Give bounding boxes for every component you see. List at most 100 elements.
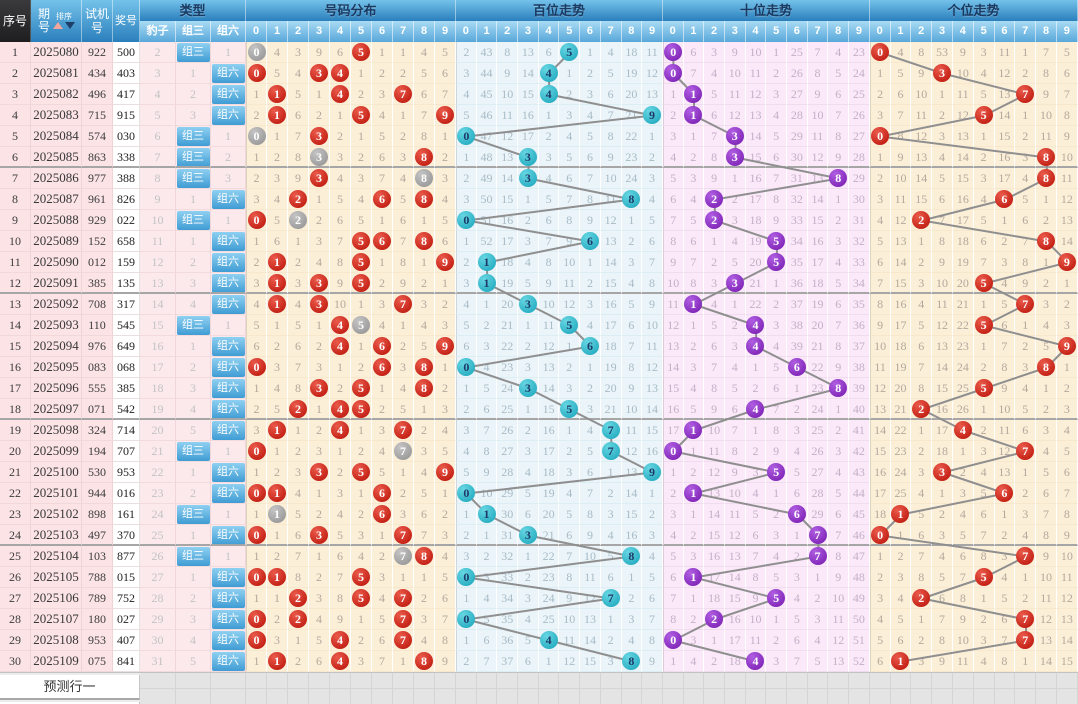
type-badge: 组六 <box>211 421 245 440</box>
distribution-cell: 2 <box>288 210 309 231</box>
distribution-cell: 2 <box>393 336 414 357</box>
distribution-cell: 2 <box>309 105 330 126</box>
period-cell: 2025105 <box>31 567 82 588</box>
tens-cell: 1 <box>683 126 705 147</box>
tens-cell: 8 <box>683 273 705 294</box>
prize-number-cell: 317 <box>113 294 140 315</box>
units-cell: 13 <box>1056 609 1078 630</box>
tens-digit-header: 1 <box>683 21 705 42</box>
hundreds-cell: 10 <box>476 483 498 504</box>
type-badge: 组六 <box>211 400 245 418</box>
distribution-cell: 2 <box>288 252 309 273</box>
tens-cell: 1 <box>683 441 705 462</box>
units-cell: 5 <box>994 588 1016 609</box>
units-digit-header: 9 <box>1056 21 1078 42</box>
type-zuliu-cell: 组六 <box>211 357 246 378</box>
hundreds-cell: 0 <box>456 357 477 378</box>
units-cell: 8 <box>994 357 1016 378</box>
type-zusan-cell: 组三 <box>176 441 211 462</box>
hundreds-cell: 26 <box>497 420 519 441</box>
distribution-cell: 2 <box>372 273 393 294</box>
units-digit-header: 1 <box>890 21 912 42</box>
distribution-cell: 9 <box>435 252 456 273</box>
distribution-cell: 1 <box>267 252 288 273</box>
distribution-hit-circle: 3 <box>310 274 328 292</box>
distribution-cell: 3 <box>309 378 330 399</box>
hundreds-cell: 5 <box>559 147 581 168</box>
tens-cell: 7 <box>787 651 808 672</box>
units-cell: 4 <box>932 546 953 567</box>
tens-cell: 30 <box>849 189 870 210</box>
distribution-cell: 1 <box>435 126 456 147</box>
period-cell: 2025097 <box>31 399 82 420</box>
type-zusan-cell: 2 <box>176 84 211 105</box>
sort-asc-icon[interactable] <box>53 22 63 30</box>
type-zusan-cell: 3 <box>176 105 211 126</box>
units-cell: 16 <box>869 462 891 483</box>
units-cell: 12 <box>869 378 891 399</box>
distribution-cell: 3 <box>309 231 330 252</box>
units-cell: 2 <box>1036 210 1057 231</box>
distribution-digit-header: 2 <box>288 21 309 42</box>
sort-desc-icon[interactable] <box>65 22 75 30</box>
distribution-cell: 4 <box>414 462 435 483</box>
hundreds-cell: 12 <box>538 336 560 357</box>
type-zusan-cell: 1 <box>176 63 211 84</box>
tens-cell: 1 <box>766 483 787 504</box>
distribution-hit-circle: 0 <box>247 442 266 460</box>
tens-cell: 3 <box>683 168 705 189</box>
distribution-cell: 5 <box>351 378 372 399</box>
sort-control[interactable]: 排序 <box>53 12 75 30</box>
type-zuliu-cell: 1 <box>211 504 246 525</box>
units-hit-circle: 1 <box>891 505 910 523</box>
prediction-empty-cell <box>372 689 393 704</box>
hundreds-cell: 7 <box>559 189 581 210</box>
distribution-cell: 5 <box>351 42 372 63</box>
hundreds-cell: 5 <box>538 189 560 210</box>
units-cell: 18 <box>932 441 953 462</box>
distribution-hit-circle: 1 <box>268 85 286 103</box>
tens-cell: 5 <box>766 567 787 588</box>
units-cell: 6 <box>869 651 891 672</box>
units-cell: 25 <box>890 483 912 504</box>
prediction-empty-cell <box>288 689 309 704</box>
tens-cell: 8 <box>828 336 850 357</box>
units-cell: 2 <box>1056 378 1078 399</box>
type-zuliu-cell: 组六 <box>211 609 246 630</box>
distribution-hit-circle: 9 <box>436 463 454 481</box>
test-number-cell: 496 <box>82 84 113 105</box>
hundreds-cell: 1 <box>559 420 581 441</box>
distribution-cell: 5 <box>435 567 456 588</box>
hundreds-cell: 6 <box>621 315 643 336</box>
units-cell: 13 <box>1056 210 1078 231</box>
type-zusan-cell: 3 <box>176 273 211 294</box>
prediction-empty-cell <box>1056 689 1078 704</box>
tens-cell: 5 <box>787 462 808 483</box>
units-cell: 9 <box>994 378 1016 399</box>
units-cell: 6 <box>973 504 995 525</box>
tens-cell: 7 <box>807 42 829 63</box>
hundreds-cell: 1 <box>600 462 622 483</box>
distribution-hit-circle: 5 <box>352 400 370 418</box>
units-cell: 9 <box>952 609 974 630</box>
hundreds-cell: 6 <box>538 210 560 231</box>
tens-hit-circle: 2 <box>705 211 724 229</box>
tens-cell: 12 <box>828 630 850 651</box>
hundreds-cell: 28 <box>497 462 519 483</box>
hundreds-cell: 1 <box>456 231 477 252</box>
distribution-cell: 3 <box>372 294 393 315</box>
period-cell: 2025107 <box>31 609 82 630</box>
hundreds-cell: 5 <box>642 567 663 588</box>
distribution-cell: 1 <box>246 378 267 399</box>
column-header-period[interactable]: 期号 排序 <box>31 0 82 42</box>
seq-cell: 10 <box>0 231 31 252</box>
type-zusan-cell: 1 <box>176 462 211 483</box>
units-hit-circle: 9 <box>1057 253 1076 271</box>
units-cell: 7 <box>952 567 974 588</box>
units-cell: 4 <box>1056 420 1078 441</box>
tens-cell: 8 <box>766 420 787 441</box>
prediction-empty-cell <box>476 673 498 689</box>
hundreds-cell: 1 <box>600 609 622 630</box>
hundreds-cell: 19 <box>497 273 519 294</box>
